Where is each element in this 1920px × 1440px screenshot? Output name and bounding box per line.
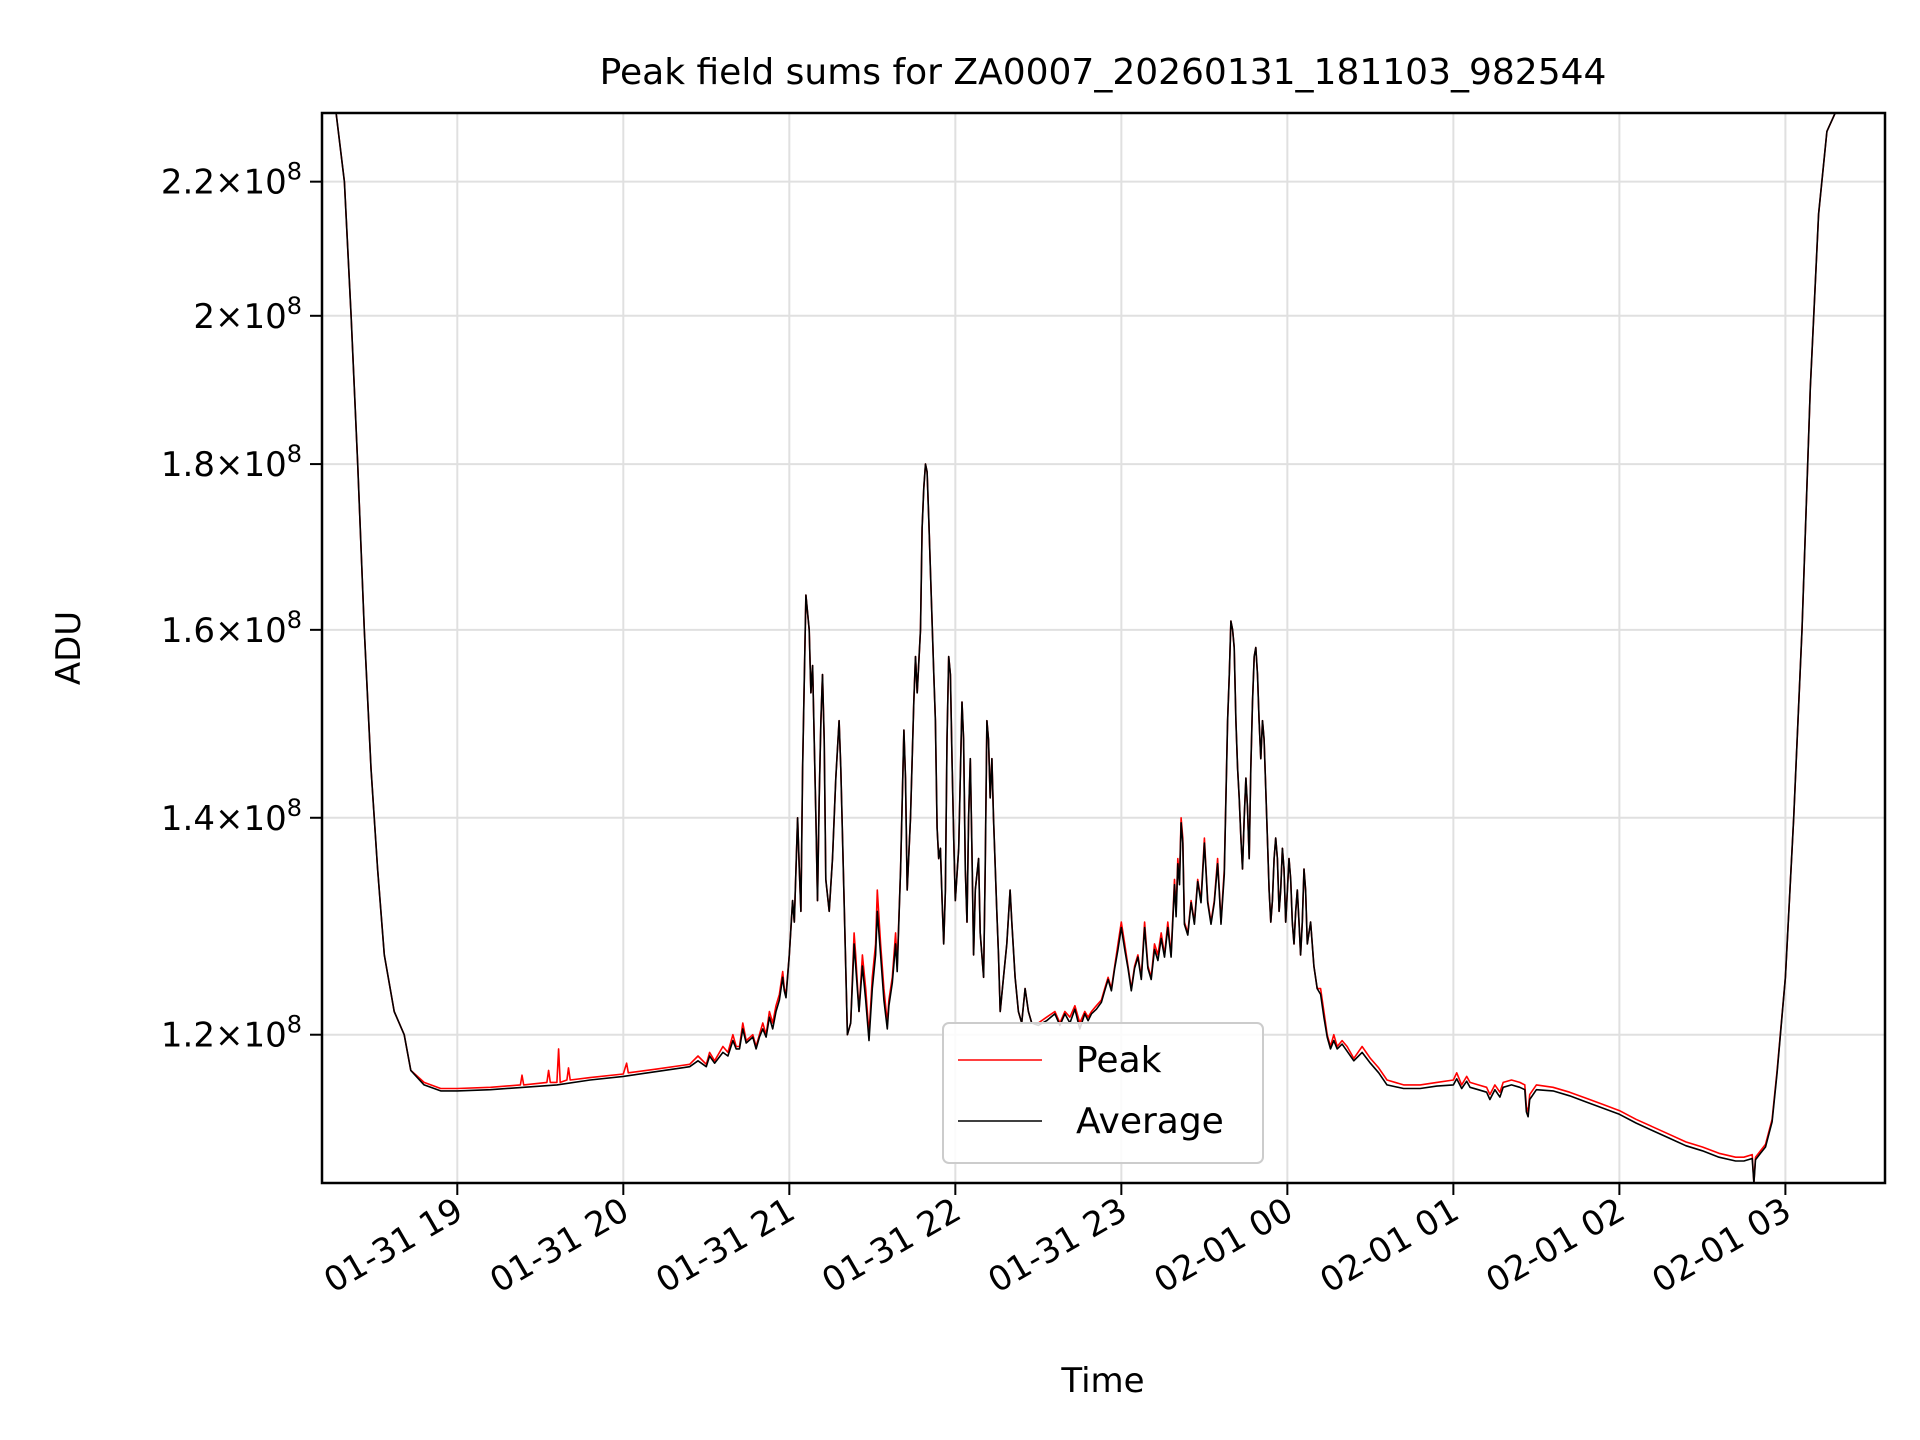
y-tick-exponent: 8 [287,1011,302,1039]
y-tick-exponent: 8 [287,292,302,320]
y-tick-times: ×10 [215,163,287,203]
y-tick-label: 1.4×108 [161,794,302,839]
y-tick-label: 2.2×108 [161,158,302,203]
series-line-average [322,113,1885,1183]
x-axis-label: Time [1060,1361,1144,1401]
y-tick-exponent: 8 [287,606,302,634]
y-tick-times: ×10 [215,799,287,839]
legend-label-peak: Peak [1076,1040,1162,1081]
y-tick-exponent: 8 [287,794,302,822]
y-tick-times: ×10 [215,445,287,485]
y-tick-mantissa: 2 [193,297,215,337]
y-tick-times: ×10 [215,1016,287,1056]
y-tick-exponent: 8 [287,440,302,468]
y-tick-label: 1.6×108 [161,606,302,651]
chart-title: Peak field sums for ZA0007_20260131_1811… [600,52,1607,93]
y-tick-mantissa: 2.2 [161,163,215,203]
y-tick-mantissa: 1.8 [161,445,215,485]
plot-frame [320,111,1887,1185]
legend-label-average: Average [1076,1101,1224,1142]
y-tick-label: 2×108 [193,292,302,337]
y-tick-label: 1.2×108 [161,1011,302,1056]
y-axis-label: ADU [49,611,89,685]
legend-box [942,1022,1264,1164]
y-tick-mantissa: 1.6 [161,611,215,651]
y-tick-label: 1.8×108 [161,440,302,485]
y-tick-exponent: 8 [287,158,302,186]
legend: Peak Average [942,1022,1264,1164]
y-tick-mantissa: 1.4 [161,799,215,839]
y-tick-times: ×10 [215,297,287,337]
y-tick-mantissa: 1.2 [161,1016,215,1056]
y-tick-times: ×10 [215,611,287,651]
